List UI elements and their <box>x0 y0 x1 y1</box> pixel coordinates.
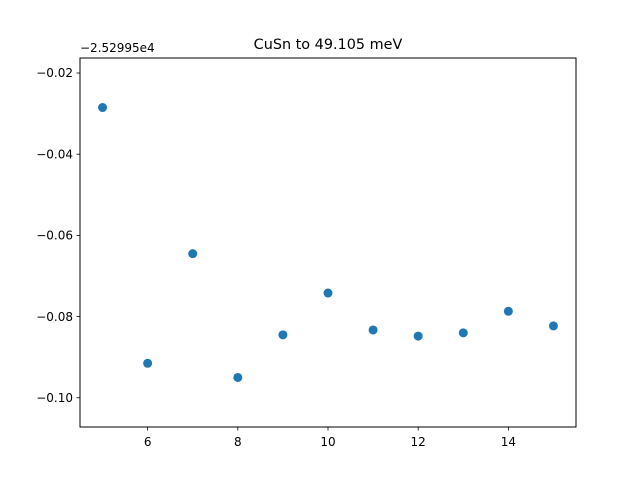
data-point <box>233 372 243 382</box>
y-tick-label: −0.02 <box>36 66 73 80</box>
x-tick-label: 6 <box>144 435 152 449</box>
y-axis-ticks: −0.02 −0.04 −0.06 −0.08 −0.10 <box>36 66 80 405</box>
x-tick-label: 12 <box>411 435 426 449</box>
chart-title: CuSn to 49.105 meV <box>254 37 403 53</box>
data-point <box>278 330 288 340</box>
data-point <box>413 331 423 341</box>
y-tick-label: −0.06 <box>36 229 73 243</box>
data-point <box>98 103 108 113</box>
data-point <box>548 321 558 331</box>
y-tick-label: −0.08 <box>36 310 73 324</box>
x-tick-label: 10 <box>320 435 335 449</box>
data-point <box>188 249 198 259</box>
plot-area-frame <box>79 57 577 428</box>
y-axis-offset-label: −2.52995e4 <box>80 41 155 55</box>
y-tick-label: −0.10 <box>36 391 73 405</box>
data-point <box>368 325 378 335</box>
data-point <box>458 328 468 338</box>
scatter-points <box>98 103 558 382</box>
x-tick-label: 8 <box>234 435 242 449</box>
y-tick-label: −0.04 <box>36 147 73 161</box>
data-point <box>143 358 153 368</box>
x-axis-ticks: 6 8 10 12 14 <box>144 427 516 449</box>
data-point <box>323 288 333 298</box>
data-point <box>503 306 513 316</box>
x-tick-label: 14 <box>501 435 516 449</box>
